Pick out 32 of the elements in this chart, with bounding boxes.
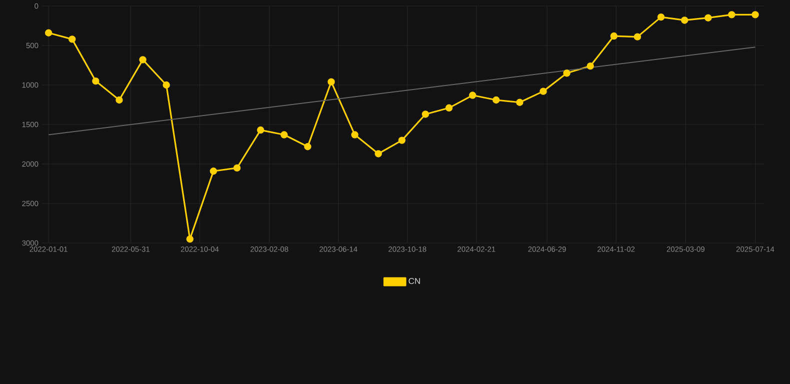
point — [657, 13, 665, 21]
point — [68, 36, 76, 43]
point — [398, 136, 406, 144]
point — [44, 29, 52, 36]
point — [116, 96, 123, 104]
point — [468, 92, 476, 99]
point — [492, 96, 500, 104]
point — [610, 32, 618, 40]
point — [540, 88, 547, 95]
point — [516, 98, 524, 106]
point — [704, 14, 712, 22]
point — [728, 11, 736, 18]
point — [92, 77, 100, 85]
point — [280, 131, 288, 138]
point — [422, 110, 430, 118]
point — [328, 78, 335, 86]
point — [256, 126, 264, 134]
point — [374, 150, 382, 158]
point — [139, 56, 146, 64]
point — [210, 168, 218, 175]
point — [162, 81, 170, 89]
point — [304, 143, 312, 150]
point — [445, 104, 453, 112]
point — [563, 70, 570, 77]
point — [351, 131, 358, 138]
point — [186, 235, 194, 243]
point — [680, 16, 688, 24]
point — [586, 62, 594, 70]
point — [752, 11, 759, 18]
legend-label: CN — [408, 278, 420, 284]
point — [233, 164, 241, 172]
point — [634, 33, 642, 40]
